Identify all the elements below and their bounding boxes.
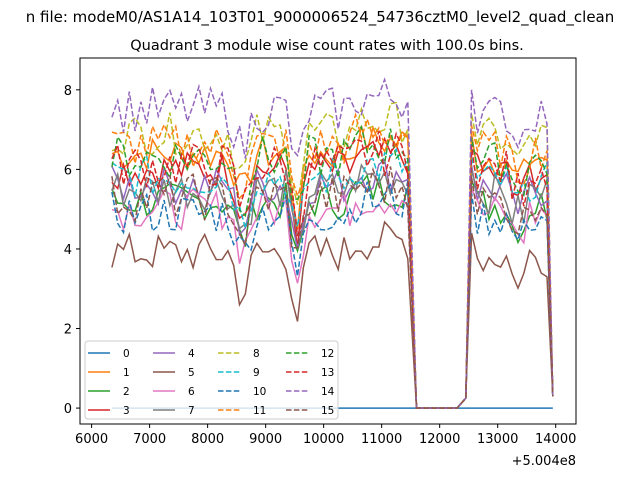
y-axis: 0 2 4 6 8 bbox=[64, 84, 80, 417]
series-line-5 bbox=[111, 220, 554, 409]
legend-label-10: 10 bbox=[253, 386, 266, 398]
y-tick-label: 4 bbox=[64, 243, 72, 258]
x-axis: 6000 7000 8000 9000 10000 11000 12000 13000 1400… bbox=[75, 424, 576, 447]
legend-label-7: 7 bbox=[188, 405, 195, 417]
series-line-12 bbox=[111, 124, 554, 409]
legend-label-8: 8 bbox=[253, 348, 260, 360]
plot-frame bbox=[79, 57, 577, 425]
x-tick-label: 10000 bbox=[303, 432, 344, 447]
legend-label-11: 11 bbox=[253, 405, 266, 417]
series-line-15 bbox=[111, 166, 554, 409]
series-line-3 bbox=[111, 136, 554, 409]
x-tick-label: 14000 bbox=[535, 432, 576, 447]
x-tick-label: 13000 bbox=[477, 432, 518, 447]
series-line-10 bbox=[111, 180, 554, 409]
series-line-14 bbox=[111, 77, 554, 409]
x-tick-label: 12000 bbox=[419, 432, 460, 447]
series-line-11 bbox=[111, 111, 554, 409]
x-tick-label: 11000 bbox=[361, 432, 402, 447]
legend-label-2: 2 bbox=[123, 386, 130, 398]
x-offset-label: +5.004e8 bbox=[512, 454, 576, 469]
y-tick-label: 8 bbox=[64, 84, 72, 99]
legend-box bbox=[84, 340, 339, 420]
series-line-9 bbox=[111, 147, 554, 409]
y-tick-label: 6 bbox=[64, 163, 72, 178]
chart-title: Quadrant 3 module wise count rates with … bbox=[130, 38, 524, 54]
legend-label-13: 13 bbox=[321, 367, 334, 379]
legend-label-12: 12 bbox=[321, 348, 334, 360]
series-line-6 bbox=[111, 186, 554, 409]
legend-label-14: 14 bbox=[321, 386, 335, 398]
legend-label-5: 5 bbox=[188, 367, 195, 379]
legend-label-6: 6 bbox=[188, 386, 195, 398]
legend-label-1: 1 bbox=[123, 367, 130, 379]
legend-label-15: 15 bbox=[321, 405, 334, 417]
y-tick-label: 2 bbox=[64, 323, 72, 338]
series-line-8 bbox=[111, 101, 554, 409]
x-tick-label: 6000 bbox=[75, 432, 108, 447]
x-tick-label: 8000 bbox=[191, 432, 224, 447]
series-line-13 bbox=[111, 130, 554, 409]
plot-area: 6000 7000 8000 9000 10000 11000 12000 13000 1400… bbox=[64, 57, 577, 469]
legend-label-3: 3 bbox=[123, 405, 130, 417]
x-tick-label: 9000 bbox=[249, 432, 282, 447]
x-tick-label: 7000 bbox=[133, 432, 166, 447]
legend-label-9: 9 bbox=[253, 367, 260, 379]
legend-label-0: 0 bbox=[123, 348, 130, 360]
legend-label-4: 4 bbox=[188, 348, 195, 360]
y-tick-label: 0 bbox=[64, 402, 72, 417]
series-line-1 bbox=[111, 124, 554, 409]
figure-suptitle: n file: modeM0/AS1A14_103T01_9000006524_… bbox=[26, 8, 615, 27]
series-lines bbox=[111, 77, 554, 409]
